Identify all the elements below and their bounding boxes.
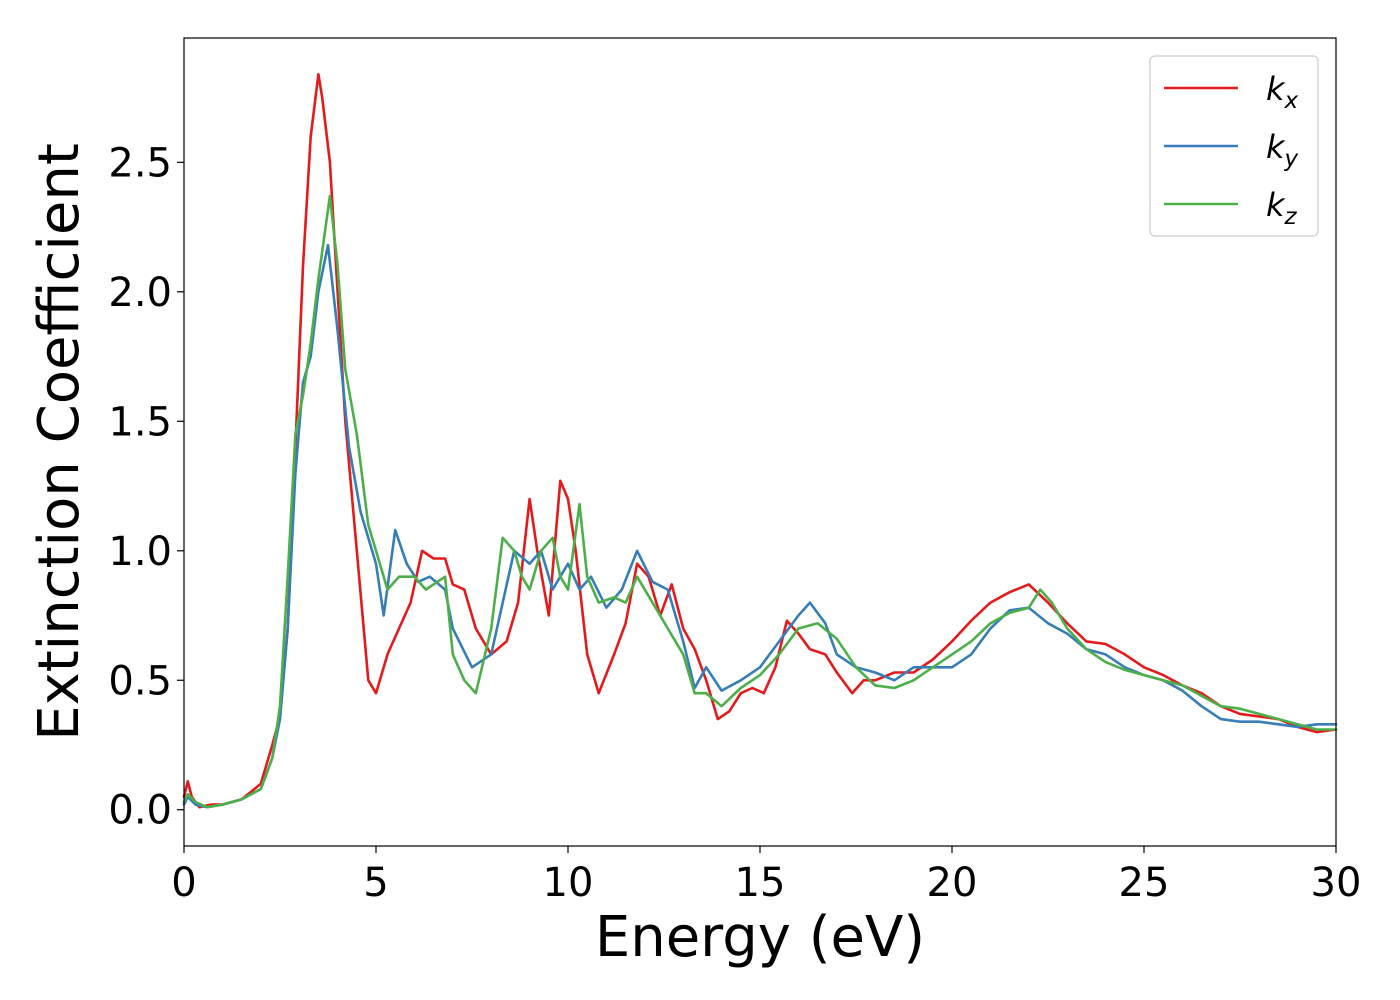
- x-tick-label: 0: [171, 860, 196, 906]
- y-tick-label: 1.5: [108, 399, 172, 445]
- plot-frame: [183, 37, 1337, 847]
- x-axis-title: Energy (eV): [595, 905, 925, 970]
- y-tick-label: 2.0: [108, 270, 172, 316]
- x-tick-label: 10: [543, 860, 594, 906]
- series-line-k-z: [182, 194, 1338, 809]
- legend-label-k-x: kx: [1266, 70, 1299, 114]
- series-layer: [182, 73, 1338, 809]
- legend-label-base: k: [1266, 70, 1286, 108]
- legend-label-subscript: y: [1284, 146, 1299, 172]
- x-tick-label: 5: [363, 860, 388, 906]
- y-tick-label: 0.0: [108, 788, 172, 834]
- x-tick-label: 15: [735, 860, 786, 906]
- y-tick-label: 1.0: [108, 529, 172, 575]
- tick-layer: 0 5 10 15 20 25 30 0.0 0.5 1.0 1.5 2.0 2.5: [108, 140, 1361, 906]
- legend-label-k-y: ky: [1266, 128, 1299, 172]
- legend-label-k-z: kz: [1266, 186, 1298, 230]
- legend-label-subscript: z: [1284, 204, 1298, 230]
- y-tick-label: 2.5: [108, 140, 172, 186]
- x-tick-label: 30: [1311, 860, 1362, 906]
- legend-label-subscript: x: [1284, 88, 1299, 114]
- x-tick-label: 20: [927, 860, 978, 906]
- legend-label-base: k: [1266, 128, 1286, 166]
- y-tick-label: 0.5: [108, 658, 172, 704]
- plot-background: [184, 38, 1336, 846]
- x-tick-label: 25: [1119, 860, 1170, 906]
- legend-label-base: k: [1266, 186, 1286, 224]
- y-axis-title: Extinction Coefficient: [27, 143, 92, 741]
